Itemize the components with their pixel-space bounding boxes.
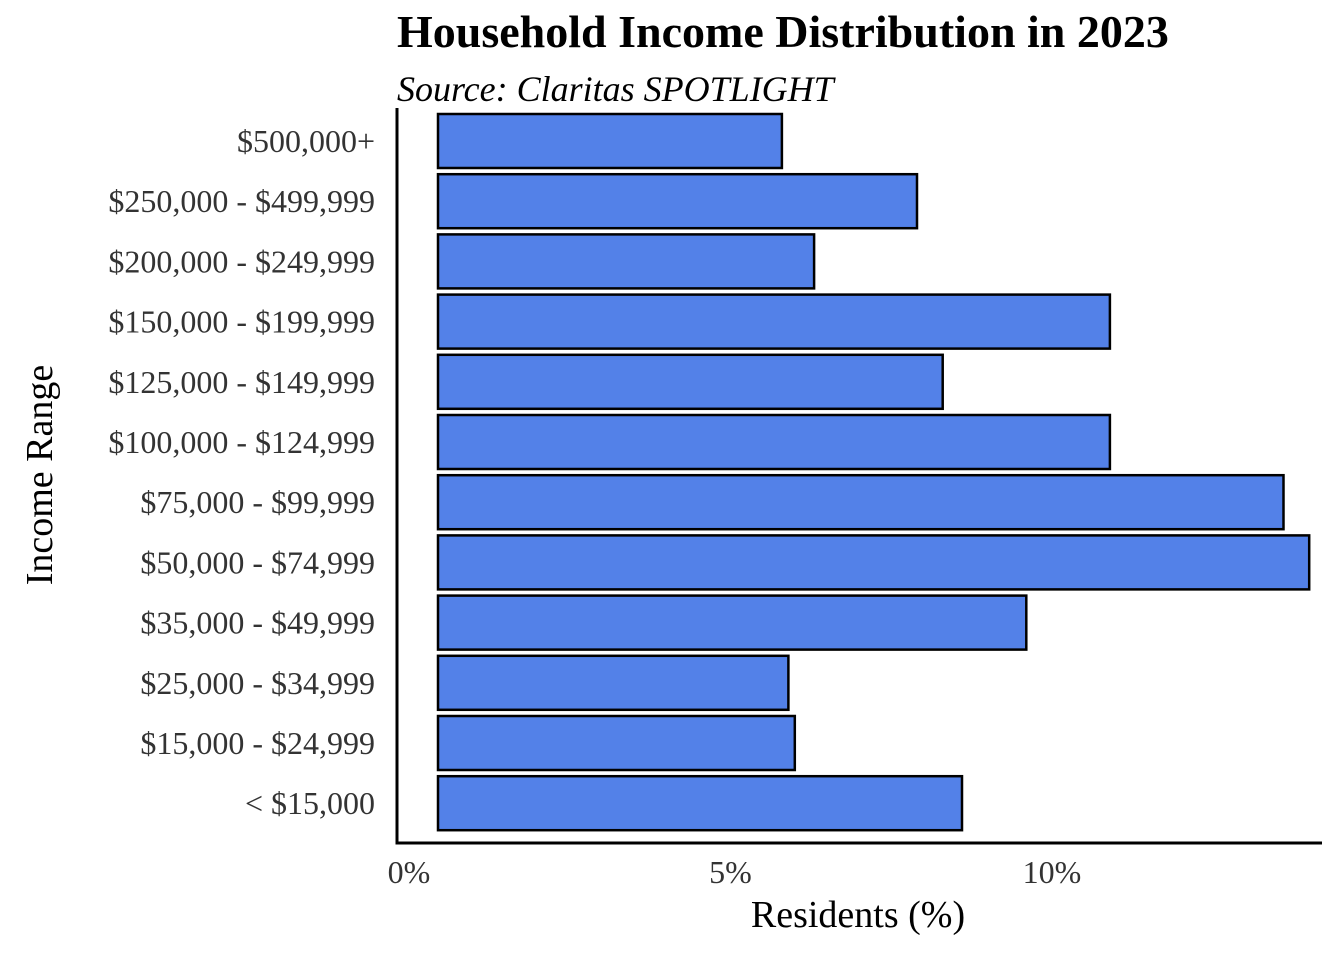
y-tick-label: $250,000 - $499,999 [108,183,375,219]
bar [436,413,1112,471]
x-axis-title: Residents (%) [751,894,965,936]
bar [436,714,797,772]
x-tick-label: 5% [709,854,752,890]
x-tick-label: 10% [1023,854,1082,890]
y-tick-label: $35,000 - $49,999 [140,605,375,641]
y-tick-label: $200,000 - $249,999 [108,243,375,279]
chart-subtitle: Source: Claritas SPOTLIGHT [397,69,837,109]
bar [436,353,944,411]
y-tick-label: < $15,000 [245,785,375,821]
y-axis-title: Income Range [19,365,61,586]
chart-title: Household Income Distribution in 2023 [397,6,1169,57]
bar [436,534,1311,591]
bars-group [436,112,1311,832]
bar [436,774,964,832]
bar [436,594,1028,651]
bar [436,112,784,170]
x-tick-label: 0% [388,854,431,890]
y-tick-label: $15,000 - $24,999 [140,725,375,761]
y-tick-label: $500,000+ [237,123,375,159]
bar [436,654,790,712]
y-tick-label: $100,000 - $124,999 [108,424,375,460]
x-axis-tick-labels: 0% 5% 10% [388,854,1082,890]
y-tick-label: $75,000 - $99,999 [140,484,375,520]
bar [436,233,816,290]
y-tick-label: $50,000 - $74,999 [140,544,375,580]
y-tick-label: $125,000 - $149,999 [108,364,375,400]
bar [436,473,1285,531]
bar [436,172,919,230]
y-tick-label: $150,000 - $199,999 [108,304,375,340]
y-tick-label: $25,000 - $34,999 [140,665,375,701]
y-axis-tick-labels: < $15,000 $15,000 - $24,999 $25,000 - $34,… [108,123,375,821]
bar [436,293,1112,350]
